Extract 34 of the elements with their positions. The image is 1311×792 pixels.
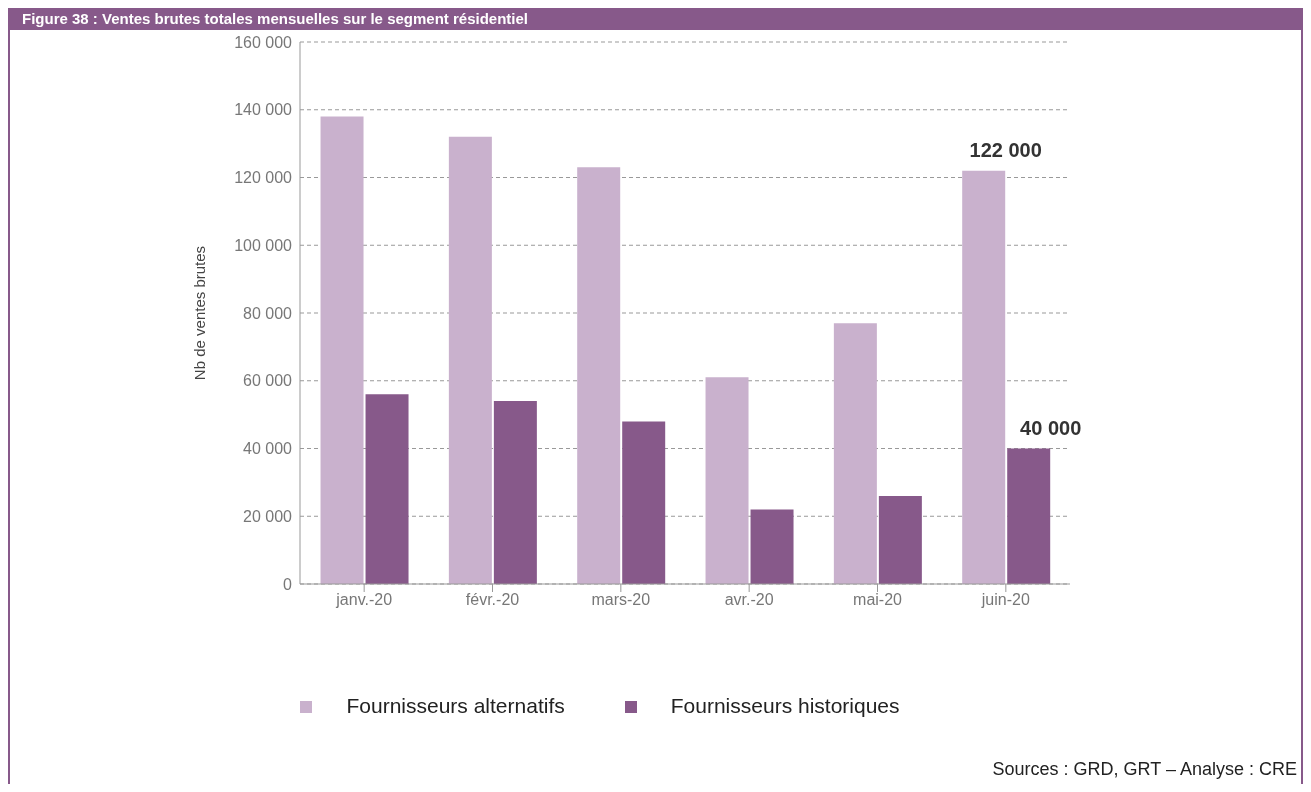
x-tick-label: janv.-20	[335, 591, 393, 609]
bar	[448, 136, 492, 584]
x-tick-label: mai-20	[853, 591, 903, 609]
x-tick-label: juin-20	[980, 591, 1030, 609]
y-tick-label: 40 000	[243, 440, 293, 458]
y-tick-label: 100 000	[234, 236, 293, 254]
y-tick-label: 160 000	[234, 33, 293, 51]
bar	[750, 509, 794, 584]
y-axis-title: Nb de ventes brutes	[191, 245, 209, 381]
bar	[365, 394, 409, 584]
chart-title: Figure 38 : Ventes brutes totales mensuelles sur le segment résidentiel	[10, 8, 1301, 30]
x-tick-label: févr.-20	[465, 591, 520, 609]
data-label: 122 000	[969, 138, 1042, 161]
y-tick-label: 80 000	[243, 304, 293, 322]
bar	[622, 421, 666, 584]
bar	[1007, 448, 1051, 584]
bar	[705, 377, 749, 584]
bar	[962, 170, 1006, 584]
y-tick-label: 60 000	[243, 372, 293, 390]
x-tick-label: mars-20	[591, 591, 651, 609]
legend-label: Fournisseurs historiques	[670, 694, 900, 717]
x-tick-label: avr.-20	[724, 591, 774, 609]
data-label: 40 000	[1020, 416, 1082, 439]
bar	[833, 323, 877, 584]
bar	[577, 167, 621, 584]
source-note: Sources : GRD, GRT – Analyse : CRE	[992, 759, 1297, 780]
y-tick-label: 120 000	[234, 169, 293, 187]
y-tick-label: 140 000	[234, 101, 293, 119]
bar	[493, 401, 537, 584]
y-tick-label: 0	[283, 575, 293, 593]
bar	[320, 116, 364, 584]
bar	[878, 495, 922, 584]
legend-label: Fournisseurs alternatifs	[346, 694, 565, 717]
y-tick-label: 20 000	[243, 507, 293, 525]
